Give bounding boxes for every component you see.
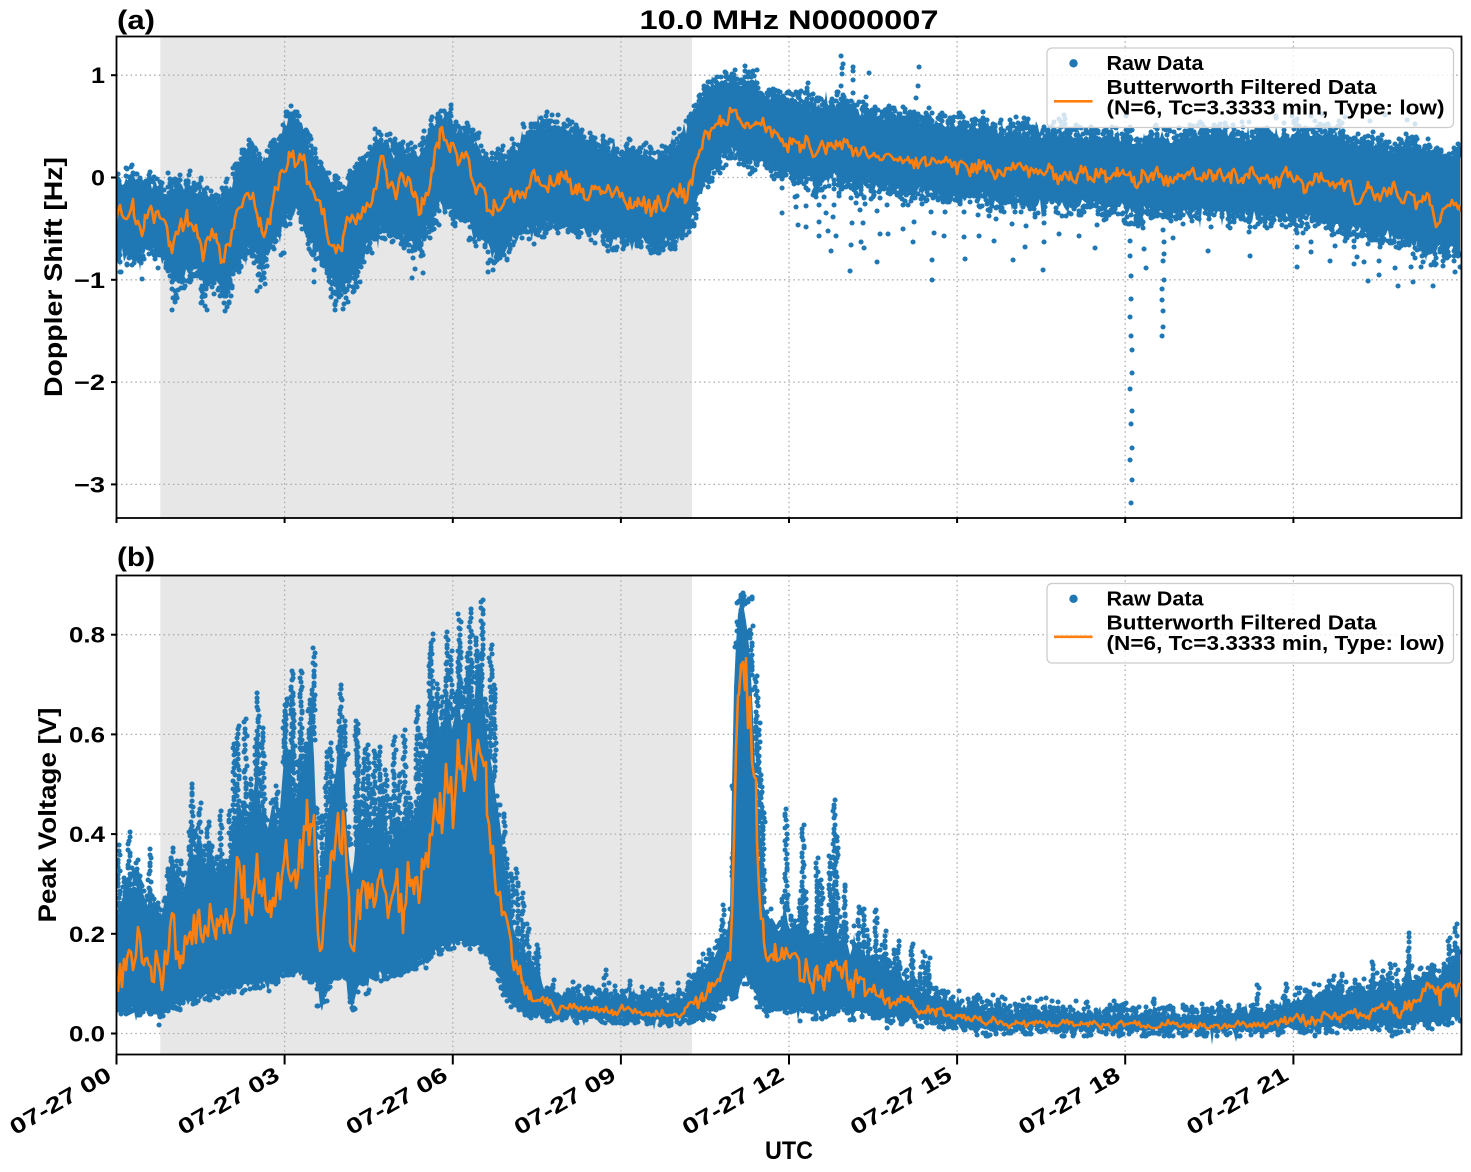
svg-text:Doppler Shift [Hz]: Doppler Shift [Hz] xyxy=(40,157,68,397)
svg-text:Raw Data: Raw Data xyxy=(1107,53,1205,75)
svg-text:(N=6, Tc=3.3333 min, Type: low: (N=6, Tc=3.3333 min, Type: low) xyxy=(1107,98,1445,120)
svg-text:Raw Data: Raw Data xyxy=(1107,588,1205,610)
svg-text:(b): (b) xyxy=(117,542,155,572)
svg-text:0.8: 0.8 xyxy=(69,623,105,648)
svg-text:Butterworth Filtered Data: Butterworth Filtered Data xyxy=(1107,77,1378,99)
svg-text:Butterworth Filtered Data: Butterworth Filtered Data xyxy=(1107,612,1378,634)
svg-text:1: 1 xyxy=(91,63,105,88)
svg-text:(a): (a) xyxy=(117,5,155,35)
svg-text:−2: −2 xyxy=(74,370,105,395)
svg-text:UTC: UTC xyxy=(765,1137,813,1165)
svg-text:10.0 MHz N0000007: 10.0 MHz N0000007 xyxy=(640,5,939,35)
svg-text:(N=6, Tc=3.3333 min, Type: low: (N=6, Tc=3.3333 min, Type: low) xyxy=(1107,633,1445,655)
svg-text:0: 0 xyxy=(91,166,105,191)
svg-text:0.2: 0.2 xyxy=(69,922,105,947)
svg-text:−1: −1 xyxy=(74,268,105,293)
svg-text:0.6: 0.6 xyxy=(69,722,105,747)
svg-text:−3: −3 xyxy=(74,472,105,497)
svg-text:Peak Voltage [V]: Peak Voltage [V] xyxy=(34,708,62,923)
svg-text:0.0: 0.0 xyxy=(69,1022,105,1047)
svg-text:0.4: 0.4 xyxy=(69,822,106,847)
